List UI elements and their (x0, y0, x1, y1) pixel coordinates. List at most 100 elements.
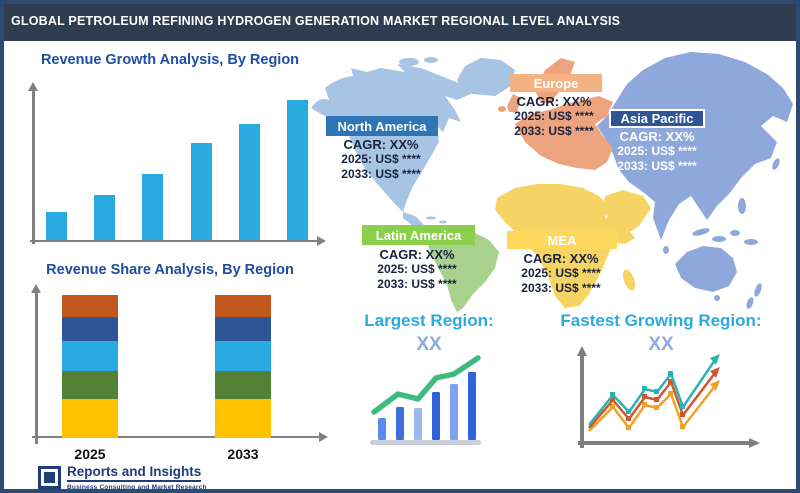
growth-bar (46, 211, 67, 240)
region-label-asia-pacific: Asia Pacific (609, 109, 705, 128)
region-label-north-america: North America (326, 116, 438, 136)
japan-shape (762, 138, 774, 158)
growth-bar (286, 99, 308, 240)
growth-chart-title: Revenue Growth Analysis, By Region (40, 52, 300, 68)
australia-shape (675, 246, 737, 292)
segment-green (62, 370, 118, 400)
largest-region-label: Largest Region: (364, 311, 494, 330)
value-2033-line: 2033: US$ **** (341, 166, 421, 181)
segment-yellow (62, 399, 118, 438)
logo-name: Reports and Insights (67, 464, 202, 482)
share-chart: 2025 2033 (30, 284, 328, 462)
value-2033-line: 2033: US$ **** (514, 123, 594, 138)
tasmania-shape (714, 295, 720, 301)
new-guinea-shape (744, 239, 758, 245)
logo-tagline: Business Consulting and Market Research (67, 484, 207, 491)
world-map (311, 52, 793, 312)
share-x-axis (32, 435, 321, 438)
value-2025-line: 2025: US$ **** (514, 109, 594, 123)
arctic-islands-shape (424, 57, 438, 63)
indonesia-shape (692, 228, 710, 236)
growth-x-axis (30, 239, 319, 242)
cagr-line: CAGR: XX% (619, 129, 695, 144)
page-title: GLOBAL PETROLEUM REFINING HYDROGEN GENER… (11, 13, 621, 28)
share-x-label-2033: 2033 (227, 446, 259, 462)
growth-y-axis (32, 90, 35, 244)
logo-text-block: Reports and Insights Business Consulting… (67, 464, 207, 491)
fastest-growing-region-value: XX (648, 334, 674, 355)
growth-bar (94, 194, 116, 240)
arabia-shape (603, 190, 651, 236)
region-stats-mea: CAGR: XX% 2025: US$ **** 2033: US$ **** (495, 251, 627, 295)
value-2025-line: 2025: US$ **** (341, 152, 421, 166)
logo-square-inner-icon (44, 472, 55, 483)
south-america-shape (425, 226, 499, 312)
cagr-line: CAGR: XX% (523, 251, 599, 266)
madagascar-shape (622, 269, 636, 291)
share-x-label-2025: 2025 (74, 446, 106, 462)
arctic-islands-shape (399, 58, 419, 66)
segment-dark-blue (62, 316, 118, 341)
asia-shape (597, 52, 793, 240)
uk-shape (507, 94, 521, 112)
value-2025-line: 2025: US$ **** (377, 262, 457, 276)
indonesia-shape (712, 236, 726, 242)
region-label-europe: Europe (510, 74, 602, 92)
value-2033-line: 2033: US$ **** (521, 280, 601, 295)
caribbean-shape (439, 220, 447, 224)
segment-dark-blue (215, 316, 271, 341)
cagr-line: CAGR: XX% (379, 247, 455, 262)
japan-shape (772, 158, 780, 170)
segment-cyan (215, 340, 271, 371)
value-2033-line: 2033: US$ **** (617, 158, 697, 173)
growth-bars (46, 99, 308, 240)
cagr-line: CAGR: XX% (516, 94, 592, 109)
logo-square-icon (38, 466, 61, 489)
region-stats-europe: CAGR: XX% 2025: US$ **** 2033: US$ **** (494, 94, 614, 138)
value-2033-line: 2033: US$ **** (377, 276, 457, 291)
segment-orange (62, 295, 118, 317)
segment-orange (215, 295, 271, 317)
region-stats-asia-pacific: CAGR: XX% 2025: US$ **** 2033: US$ **** (600, 129, 714, 173)
segment-green (215, 370, 271, 400)
largest-region-value: XX (416, 334, 442, 355)
region-stats-north-america: CAGR: XX% 2025: US$ **** 2033: US$ **** (314, 137, 448, 181)
largest-region-section: Largest Region: XX (347, 311, 511, 356)
fastest-growing-region-label: Fastest Growing Region: (560, 311, 762, 330)
stacked-bar-2025 (62, 295, 118, 438)
multi-line-growth-icon (577, 346, 760, 448)
reports-and-insights-logo: Reports and Insights Business Consulting… (38, 464, 207, 491)
region-label-mea: MEA (507, 231, 617, 249)
growth-chart (28, 82, 326, 246)
fastest-growing-region-section: Fastest Growing Region: XX (552, 311, 770, 356)
new-zealand-shape (754, 283, 762, 297)
share-chart-title: Revenue Share Analysis, By Region (46, 262, 294, 278)
header-bar: GLOBAL PETROLEUM REFINING HYDROGEN GENER… (4, 4, 796, 41)
indonesia-shape (730, 230, 740, 236)
region-stats-latin-america: CAGR: XX% 2025: US$ **** 2033: US$ **** (352, 247, 482, 291)
new-zealand-shape (746, 297, 754, 309)
segment-cyan (62, 340, 118, 371)
share-y-axis-arrow-icon (31, 284, 42, 293)
growth-bar (190, 142, 212, 240)
philippines-shape (738, 198, 746, 214)
value-2025-line: 2025: US$ **** (521, 266, 601, 280)
value-2025-line: 2025: US$ **** (617, 144, 697, 158)
growth-bar (238, 123, 260, 240)
share-x-axis-arrow-icon (319, 431, 328, 442)
growth-bar (142, 173, 164, 240)
region-label-latin-america: Latin America (362, 225, 475, 245)
sri-lanka-shape (663, 246, 669, 254)
growth-x-axis-arrow-icon (317, 235, 326, 246)
share-y-axis (35, 292, 38, 444)
segment-yellow (215, 399, 271, 438)
caribbean-shape (426, 216, 436, 220)
cagr-line: CAGR: XX% (343, 137, 419, 152)
europe-shape (515, 96, 613, 170)
north-america-shape (311, 64, 471, 212)
growth-y-axis-arrow-icon (28, 82, 39, 91)
bar-growth-icon (370, 355, 481, 445)
greenland-shape (457, 58, 515, 96)
ireland-shape (498, 106, 506, 112)
